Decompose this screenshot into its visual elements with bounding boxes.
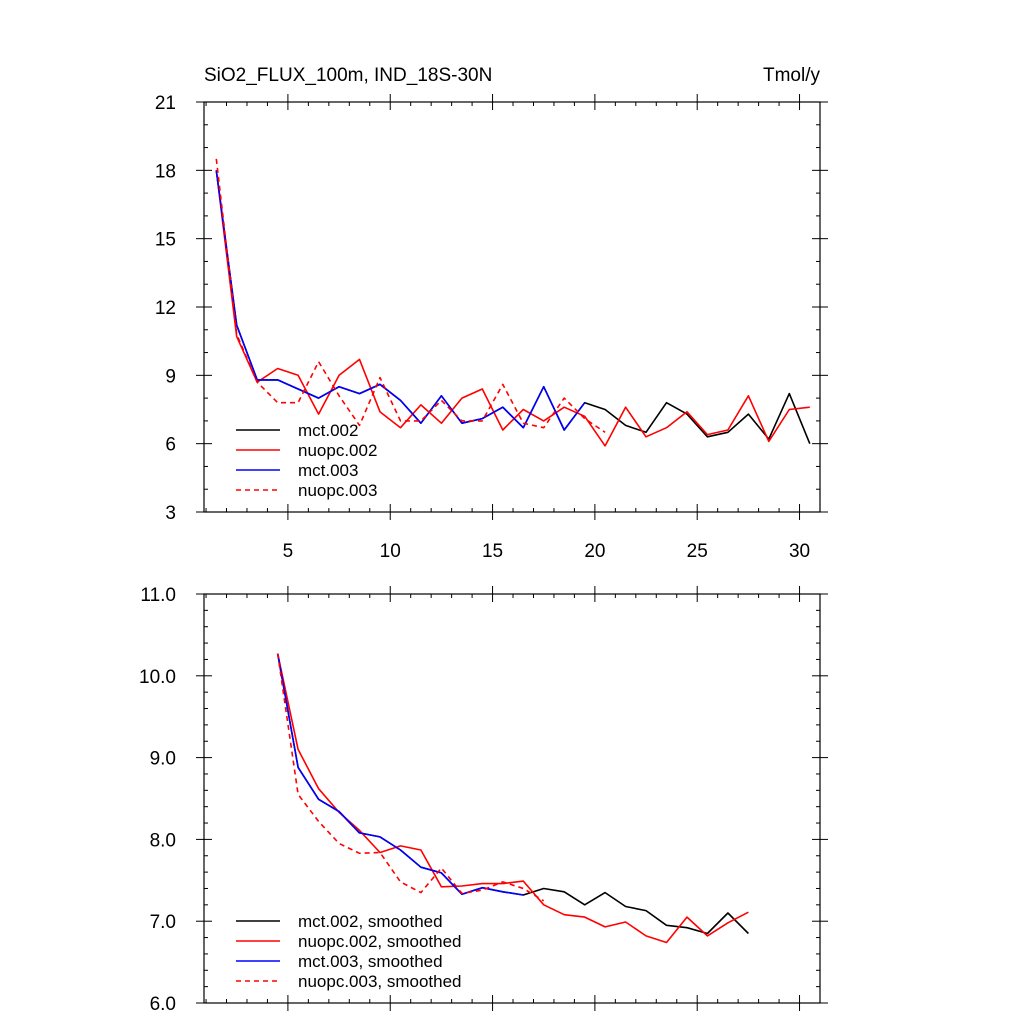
x-tick-label: 20 bbox=[584, 541, 605, 562]
legend-label: nuopc.003, smoothed bbox=[298, 972, 462, 991]
legend-label: mct.002 bbox=[298, 421, 358, 440]
y-tick-label: 9.0 bbox=[150, 749, 176, 770]
series-line-mct-003 bbox=[215, 170, 586, 431]
x-tick-label: 5 bbox=[283, 541, 294, 562]
y-tick-label: 10.0 bbox=[139, 667, 176, 688]
top-chart-units: Tmol/y bbox=[763, 65, 821, 86]
x-tick-label: 15 bbox=[482, 541, 503, 562]
y-tick-label: 11.0 bbox=[140, 585, 176, 606]
y-tick-label: 12 bbox=[155, 298, 176, 319]
series-line-mct-002-smoothed bbox=[276, 653, 749, 935]
legend-label: nuopc.002 bbox=[298, 441, 377, 460]
series-line-nuopc-003 bbox=[215, 158, 606, 433]
legend-label: mct.003, smoothed bbox=[298, 952, 443, 971]
y-tick-label: 3 bbox=[165, 503, 176, 524]
plot-frame bbox=[203, 101, 821, 513]
y-tick-label: 8.0 bbox=[150, 830, 176, 851]
series-line-nuopc-003-smoothed bbox=[276, 653, 545, 902]
legend-label: nuopc.003 bbox=[298, 481, 377, 500]
x-tick-label: 25 bbox=[687, 541, 708, 562]
y-tick-label: 15 bbox=[155, 230, 176, 251]
top-chart: 5 10 15 20 25 30 3 6 9 12 15 18 21 mct.002nuopc.002mc… bbox=[155, 93, 828, 562]
series-line-mct-003-smoothed bbox=[276, 653, 524, 896]
y-tick-label: 9 bbox=[165, 366, 176, 387]
y-tick-label: 21 bbox=[155, 93, 176, 114]
y-tick-label: 6 bbox=[165, 435, 176, 456]
series-line-nuopc-002 bbox=[215, 170, 810, 447]
top-chart-title: SiO2_FLUX_100m, IND_18S-30N bbox=[204, 65, 492, 86]
x-tick-label: 10 bbox=[380, 541, 401, 562]
legend-label: mct.002, smoothed bbox=[298, 912, 443, 931]
plot-frame bbox=[203, 593, 821, 1004]
x-tick-label: 30 bbox=[789, 541, 810, 562]
legend-label: nuopc.002, smoothed bbox=[298, 932, 462, 951]
y-tick-label: 18 bbox=[155, 161, 176, 182]
series-line-nuopc-002-smoothed bbox=[276, 653, 749, 944]
y-tick-label: 7.0 bbox=[150, 912, 176, 933]
legend-label: mct.003 bbox=[298, 461, 358, 480]
y-tick-label: 6.0 bbox=[150, 994, 176, 1015]
